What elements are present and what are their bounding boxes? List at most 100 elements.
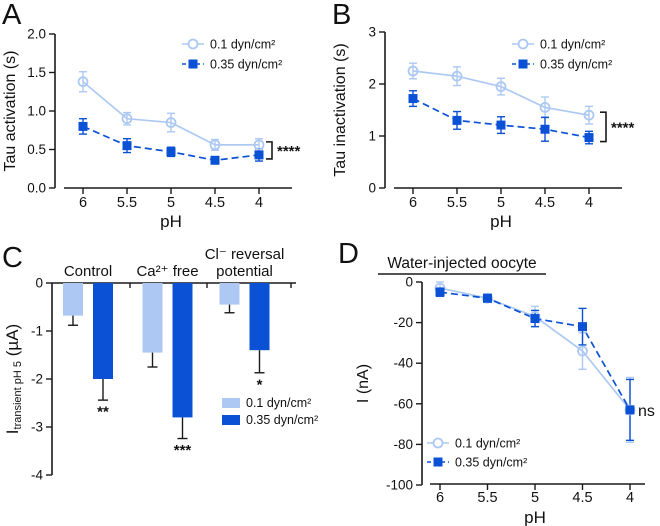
legend-open-circle-icon [187,38,199,50]
x-tick-label: 6 [79,195,87,211]
x-tick-label: 4 [626,490,634,506]
panel-letter-d: D [338,238,359,270]
bar-dark [172,283,193,418]
data-point-open-circle [451,70,463,82]
y-axis-label: Tau inactivation (s) [332,43,349,176]
panel-title: Water-injected oocyte [387,255,536,272]
legend-filled-square-icon [188,59,198,69]
data-point-filled-square [540,124,550,134]
panel-letter-c: C [2,242,23,274]
legend-swatch-icon [222,415,240,425]
x-tick-label: 5.5 [117,195,137,211]
chart-tau-activation: 0.0 0.5 1.0 1.5 2.0 6 5.5 5 4.5 4 pH Tau activation… [2,27,301,231]
category-label: Control [64,263,112,280]
x-tick-label: 5 [497,195,505,211]
legend-label: 0.1 dyn/cm² [210,38,275,52]
x-axis-label: pH [160,212,182,230]
y-tick-label: 3 [368,25,376,40]
bar-dark [93,283,113,379]
significance-label: **** [277,143,301,160]
x-tick-label: 4 [255,195,263,211]
data-point-open-circle [407,65,419,77]
x-tick-label: 4.5 [205,195,225,211]
x-axis-label: pH [524,508,546,526]
legend-label: 0.1 dyn/cm² [246,396,311,410]
legend-label: 0.35 dyn/cm² [455,456,527,470]
data-point-filled-square [578,322,587,332]
x-tick-label: 6 [436,490,444,506]
y-tick-label: -100 [386,478,413,493]
category-label: potential [216,263,273,280]
data-point-filled-square [483,293,492,303]
data-point-filled-square [584,133,594,143]
data-point-filled-square [78,121,88,131]
data-point-open-circle [253,139,265,151]
y-tick-label: -4 [31,468,43,483]
y-tick-label: -40 [393,356,413,371]
x-tick-label: 4 [585,195,593,211]
legend-label: 0.35 dyn/cm² [540,58,612,72]
y-tick-label: 1.0 [27,104,46,119]
y-tick-label: 2.0 [27,27,46,42]
data-point-open-circle [539,102,551,113]
data-point-open-circle [121,113,133,125]
x-tick-label: 5 [167,195,175,211]
data-point-filled-square [210,155,220,165]
y-axis-label: Itransient pH 5 (µA) [3,324,24,434]
category-label: Ca²⁺ free [136,263,198,280]
y-tick-label: -80 [393,437,413,452]
data-point-filled-square [625,405,635,415]
significance-label: * [257,376,263,393]
y-tick-label: -3 [31,420,43,435]
panel-b: B 0 1 2 3 6 5.5 5 4.5 4 pH Tau inactivation (s) 0.1… [330,0,660,231]
data-point-filled-square [122,141,132,151]
data-point-filled-square [408,94,418,104]
data-point-open-circle [583,109,595,121]
data-point-filled-square [254,150,264,160]
legend-open-circle-icon [517,38,529,50]
data-point-filled-square [166,147,176,157]
ns-label: ns [638,403,655,420]
y-tick-label: 1.5 [27,65,46,80]
data-point-filled-square [435,287,445,297]
bar-light [219,283,240,305]
x-tick-label: 5 [531,490,539,506]
chart-tau-inactivation: 0 1 2 3 6 5.5 5 4.5 4 pH Tau inactivation (s) 0.1 d… [332,25,635,231]
legend-swatch-icon [222,398,240,408]
x-tick-label: 4.5 [572,490,592,506]
significance-label: ** [97,404,109,421]
panel-letter-a: A [2,0,22,31]
x-tick-label: 6 [409,195,417,211]
legend-filled-square-icon [518,59,528,69]
y-tick-label: 2 [368,77,376,92]
panel-d: D 0 -20 -40 -60 -80 -100 6 5.5 5 4.5 4 pH I (nA) Wate… [330,230,660,526]
y-tick-label: -20 [393,315,413,330]
significance-label: **** [611,119,635,136]
y-tick-label: 0 [405,275,413,290]
y-tick-label: -1 [31,324,43,339]
data-point-open-circle [209,139,221,151]
x-axis-label: pH [490,212,512,230]
panel-c: C 0 -1 -2 -3 -4 Control Ca²⁺ free Cl⁻ reversal p… [0,230,330,526]
bar-light [63,283,83,316]
significance-bracket [600,111,607,143]
data-point-open-circle [77,76,89,88]
data-point-filled-square [452,115,462,125]
x-tick-label: 4.5 [535,195,555,211]
data-point-open-circle [165,117,177,128]
legend-label: 0.35 dyn/cm² [210,58,282,72]
y-tick-label: 0.5 [27,142,46,157]
significance-bracket [266,141,273,160]
bar-dark [249,283,270,351]
legend-filled-square-icon [433,457,443,467]
data-point-filled-square [496,120,506,130]
category-label: Cl⁻ reversal [205,246,285,263]
y-tick-label: -2 [31,372,43,387]
y-tick-label: 1 [368,129,376,144]
data-point-open-circle [577,345,588,357]
y-tick-label: 0 [368,181,376,196]
legend-label: 0.35 dyn/cm² [246,413,318,427]
data-point-open-circle [495,81,507,92]
y-axis-label: Tau activation (s) [2,51,19,172]
